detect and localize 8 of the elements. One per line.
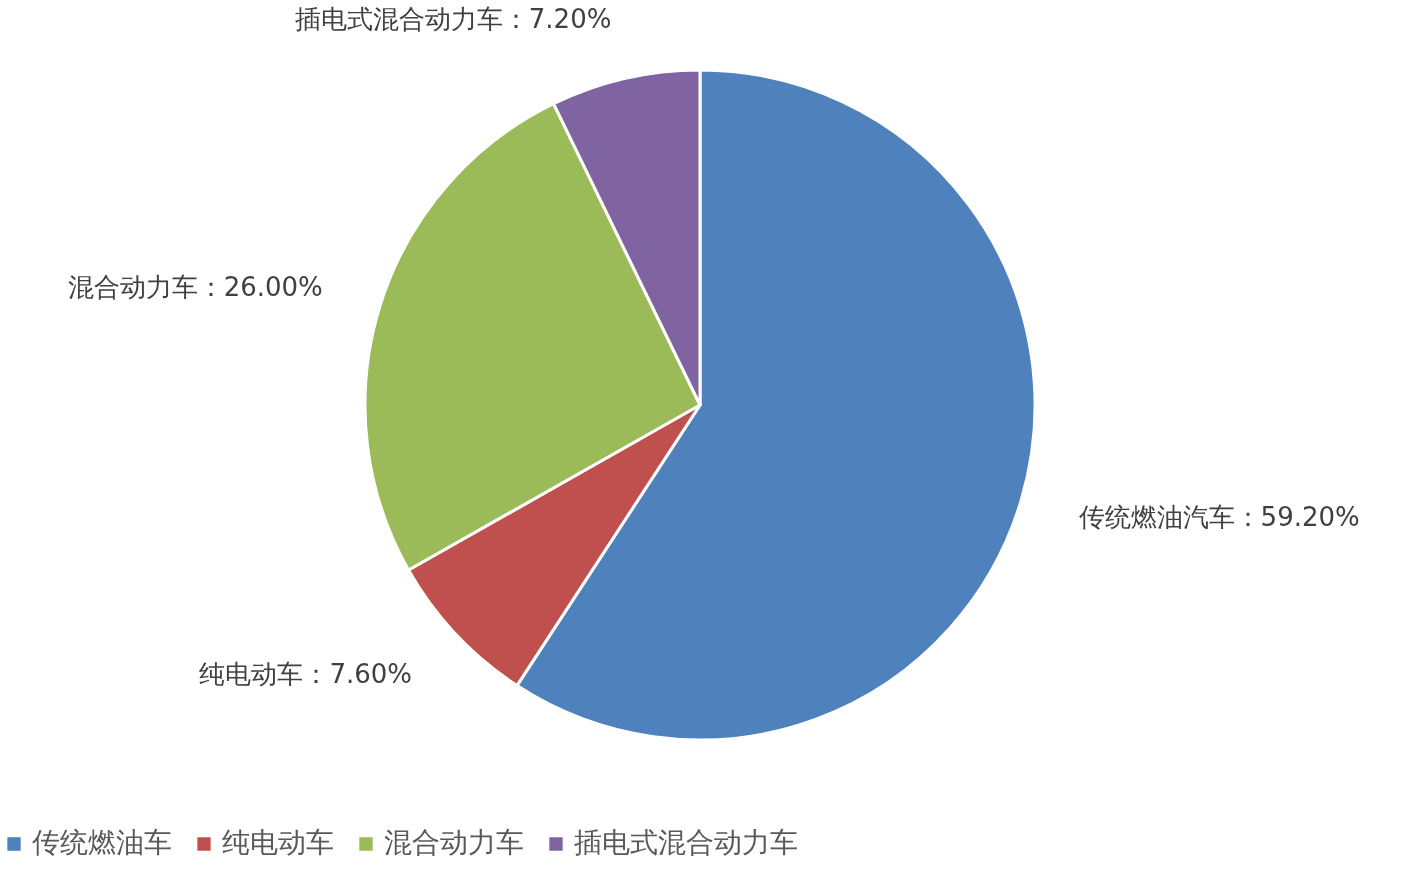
data-label: 插电式混合动力车：7.20% bbox=[294, 4, 612, 35]
data-label: 传统燃油汽车：59.20% bbox=[1078, 501, 1360, 532]
legend-label: 插电式混合动力车 bbox=[574, 826, 798, 859]
legend-label: 混合动力车 bbox=[384, 826, 524, 859]
legend-label: 纯电动车 bbox=[222, 826, 334, 859]
legend-label: 传统燃油车 bbox=[32, 826, 172, 859]
data-label: 纯电动车：7.60% bbox=[199, 659, 413, 690]
data-label: 混合动力车：26.00% bbox=[67, 271, 323, 302]
